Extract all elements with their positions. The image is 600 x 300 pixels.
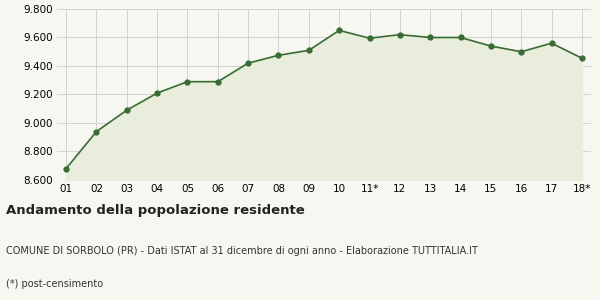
- Text: Andamento della popolazione residente: Andamento della popolazione residente: [6, 204, 305, 217]
- Text: (*) post-censimento: (*) post-censimento: [6, 279, 103, 289]
- Text: COMUNE DI SORBOLO (PR) - Dati ISTAT al 31 dicembre di ogni anno - Elaborazione T: COMUNE DI SORBOLO (PR) - Dati ISTAT al 3…: [6, 246, 478, 256]
